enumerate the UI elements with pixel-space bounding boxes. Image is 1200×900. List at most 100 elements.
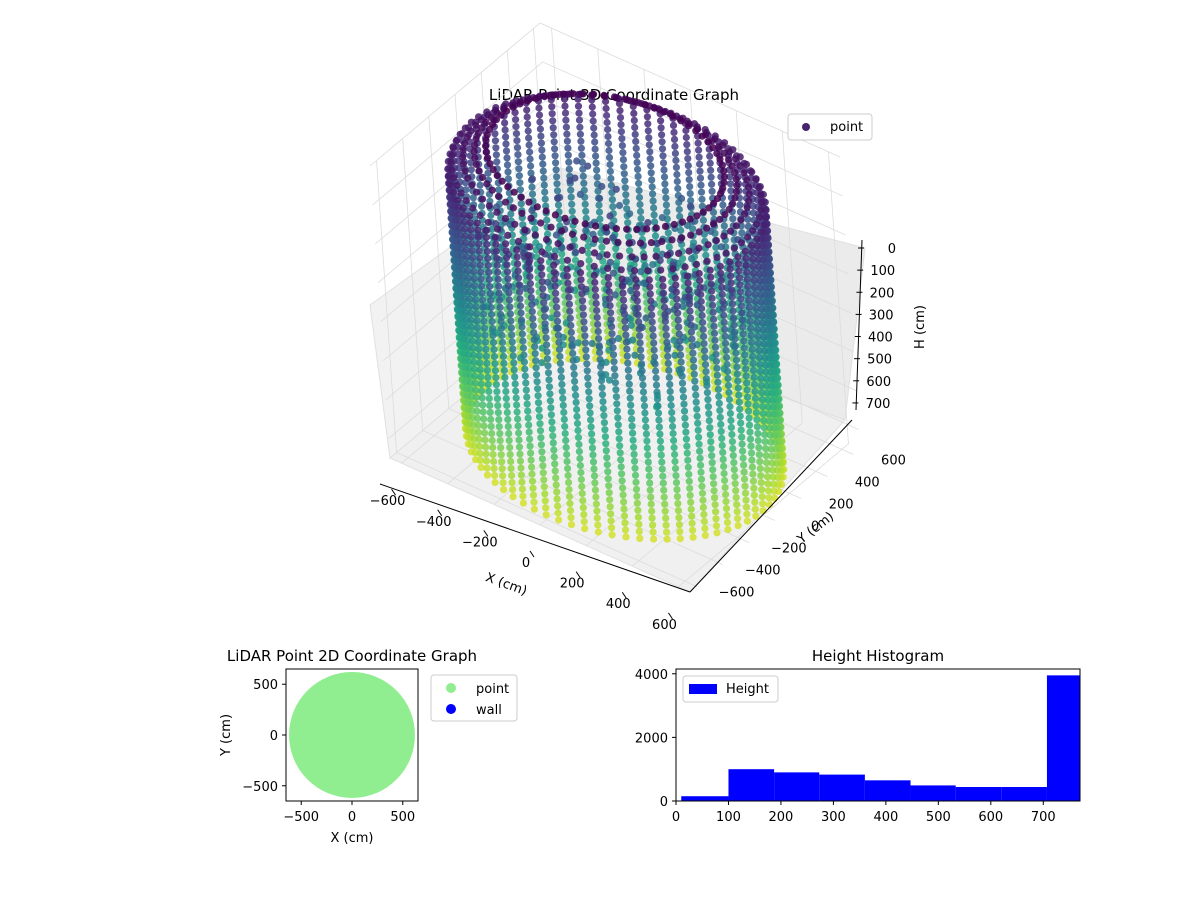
plot3d-point bbox=[696, 276, 704, 285]
plot3d-point bbox=[576, 190, 585, 198]
plot3d-point bbox=[475, 247, 483, 255]
plot3d-point bbox=[507, 324, 515, 332]
plot3d-point bbox=[498, 458, 506, 466]
plot3d-point bbox=[517, 471, 526, 479]
plot3d-point bbox=[581, 339, 589, 347]
plot3d-point bbox=[755, 263, 763, 271]
plot3d-point bbox=[601, 426, 609, 434]
plot3d-point bbox=[511, 373, 519, 381]
plot3d-point bbox=[483, 359, 491, 367]
plot3d-point bbox=[561, 109, 570, 117]
plot3d-point bbox=[635, 186, 643, 195]
plot3d-point bbox=[582, 346, 590, 354]
plot3d-point bbox=[541, 320, 549, 328]
plot3d-point bbox=[646, 486, 654, 494]
plot3d-point bbox=[686, 484, 694, 492]
plot3d-point bbox=[540, 306, 548, 314]
plot3d-point bbox=[572, 391, 580, 399]
plot3d-point bbox=[506, 443, 514, 452]
plot3d-point bbox=[594, 327, 602, 336]
plot3d-point bbox=[546, 390, 554, 398]
plot3d-point bbox=[462, 239, 470, 247]
plot3d-legend-marker bbox=[802, 123, 810, 131]
plot3d-point bbox=[463, 260, 471, 268]
plot3d-point bbox=[711, 343, 720, 351]
plot3d-point bbox=[645, 134, 653, 142]
plot3d-point bbox=[686, 215, 694, 223]
plot3d-point bbox=[757, 298, 765, 306]
plot3d-point bbox=[604, 264, 612, 272]
plot3d-point bbox=[576, 269, 585, 277]
plot3d-point bbox=[741, 210, 749, 218]
plot3d-point bbox=[761, 347, 769, 355]
plot3d-point bbox=[506, 303, 514, 311]
plot3d-point bbox=[765, 494, 773, 502]
plot3d-point bbox=[740, 461, 748, 469]
plot3d-point bbox=[717, 427, 725, 435]
plot3d-point bbox=[491, 471, 499, 480]
plot3d-point bbox=[616, 442, 624, 450]
plot3d-point bbox=[744, 289, 752, 297]
plot3d-point bbox=[717, 243, 726, 251]
plot3d-point bbox=[659, 282, 667, 290]
plot3d-point bbox=[652, 381, 661, 389]
plot3d-point bbox=[767, 438, 775, 446]
plot3d-point bbox=[590, 262, 598, 270]
plot3d-point bbox=[663, 528, 671, 536]
plot3d-point bbox=[514, 267, 522, 275]
plot3d-point bbox=[715, 392, 723, 400]
plot3d-point bbox=[732, 356, 741, 364]
plot3d-point bbox=[562, 443, 570, 452]
plot3d-point bbox=[699, 216, 708, 224]
plot3d-point bbox=[709, 208, 718, 216]
plot3d-point bbox=[667, 394, 675, 403]
plot3d-point bbox=[568, 200, 576, 208]
plot3d-point bbox=[635, 527, 643, 536]
plot3d-point bbox=[551, 152, 559, 160]
plot3d-point bbox=[719, 201, 727, 209]
plot3d-point bbox=[564, 279, 572, 287]
plot3d-point bbox=[644, 267, 652, 275]
plot3d-point bbox=[581, 200, 589, 208]
plot3d-point bbox=[543, 348, 551, 356]
plot3d-point bbox=[603, 461, 611, 469]
plot3d-point bbox=[753, 242, 762, 250]
plot3d-point bbox=[552, 474, 560, 482]
plot3d-point bbox=[589, 451, 597, 459]
plot3d-ztick: 500 bbox=[867, 353, 892, 368]
plot3d-point bbox=[760, 333, 768, 341]
plot3d-point bbox=[591, 285, 599, 294]
plot3d-point bbox=[697, 468, 705, 476]
plot3d-point bbox=[640, 279, 648, 287]
plot3d-point bbox=[537, 264, 545, 272]
plot3d-point bbox=[584, 162, 592, 170]
plot3d-point bbox=[679, 255, 687, 263]
plot3d-point bbox=[580, 510, 588, 519]
plot3d-point bbox=[689, 526, 697, 534]
plot3d-point bbox=[577, 137, 585, 145]
plot3d-point bbox=[660, 486, 668, 494]
plot3d-point bbox=[727, 423, 736, 432]
plot3d-point bbox=[683, 148, 691, 156]
plot3d-point bbox=[743, 517, 752, 525]
plot3d-point bbox=[603, 251, 611, 259]
plot3d-point bbox=[471, 372, 479, 380]
plot3d-point bbox=[476, 456, 485, 464]
plot3d-point bbox=[563, 457, 571, 466]
plot3d-point bbox=[666, 387, 674, 396]
plot3d-point bbox=[714, 378, 722, 386]
plot3d-point bbox=[575, 116, 584, 124]
plot3d-point bbox=[591, 278, 599, 287]
plot3d-point bbox=[463, 133, 471, 141]
plot3d-point bbox=[467, 233, 475, 241]
plot3d-point bbox=[526, 435, 534, 443]
plot3d-point bbox=[678, 365, 686, 373]
plot3d-point bbox=[468, 337, 476, 345]
plot3d-point bbox=[504, 183, 512, 191]
plot3d-point bbox=[739, 454, 747, 462]
plot3d-point bbox=[754, 249, 762, 257]
plot3d-point bbox=[602, 237, 611, 245]
plot3d-point bbox=[475, 435, 483, 443]
plot3d-point bbox=[574, 426, 582, 435]
plot3d-point bbox=[686, 491, 694, 499]
